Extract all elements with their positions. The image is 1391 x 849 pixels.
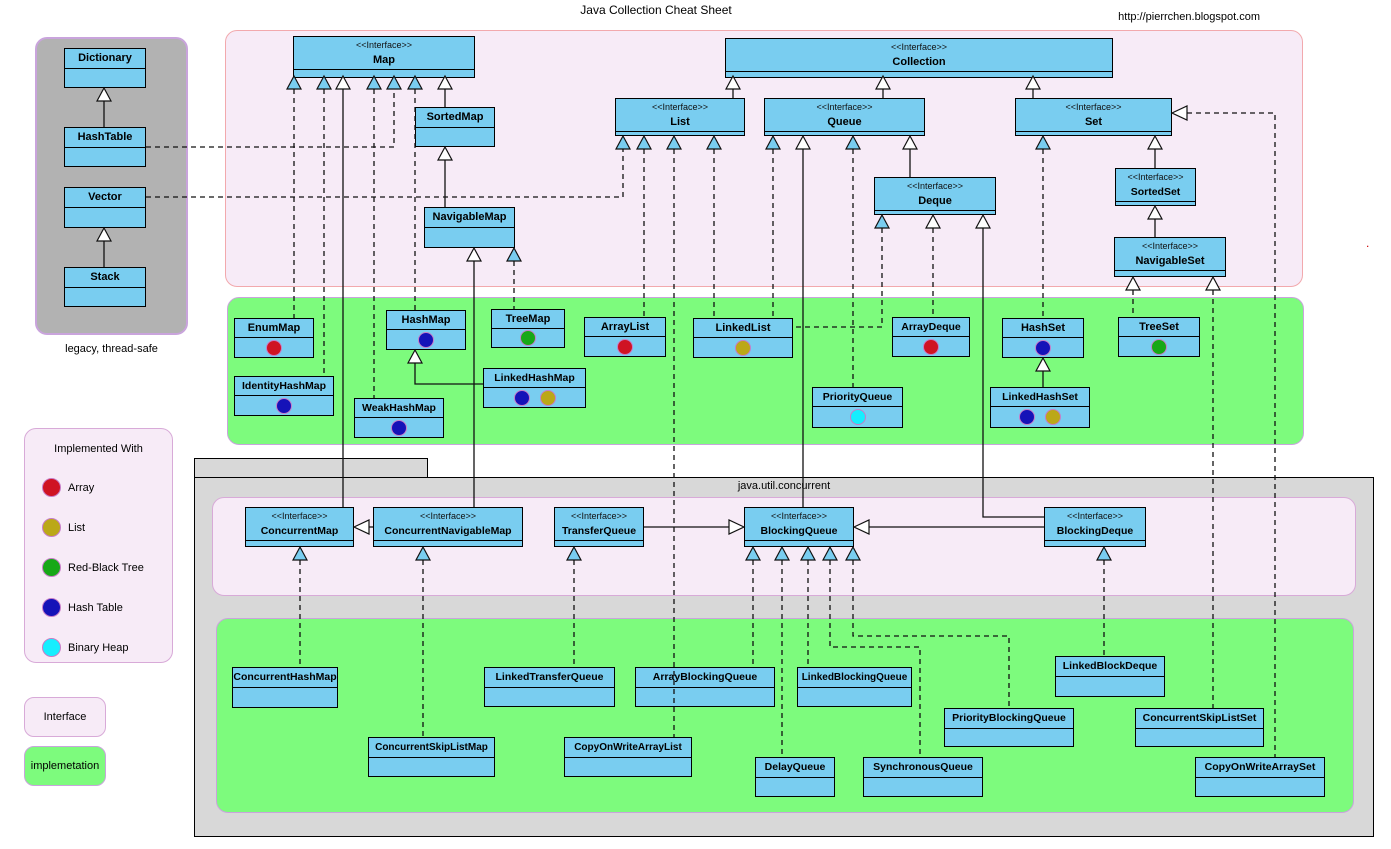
legend-label: Array — [68, 481, 95, 494]
interface-sortedset[interactable]: <<Interface>> SortedSet — [1115, 168, 1196, 206]
binary-heap-dot-icon — [849, 409, 866, 425]
stereotype-label: <<Interface>> — [1065, 102, 1122, 112]
legend-label: Red-Black Tree — [68, 561, 144, 574]
interface-list[interactable]: <<Interface>> List — [615, 98, 745, 136]
stereotype-label: <<Interface>> — [271, 511, 328, 521]
class-linkedhashset[interactable]: LinkedHashSet — [990, 387, 1090, 428]
class-copyonwritearrayset[interactable]: CopyOnWriteArraySet — [1195, 757, 1325, 797]
legend-item-hash-table: Hash Table — [42, 598, 123, 617]
class-concurrenthashmap[interactable]: ConcurrentHashMap — [232, 667, 338, 708]
hash-table-dot-icon — [513, 389, 530, 406]
class-linkedblockdeque[interactable]: LinkedBlockDeque — [1055, 656, 1165, 697]
interface-queue[interactable]: <<Interface>> Queue — [764, 98, 925, 136]
class-arrayblockingqueue[interactable]: ArrayBlockingQueue — [635, 667, 775, 707]
stereotype-label: <<Interface>> — [1066, 511, 1124, 521]
class-stack[interactable]: Stack — [64, 267, 146, 307]
red-black-tree-dot-icon — [520, 330, 536, 346]
class-linkedblockingqueue[interactable]: LinkedBlockingQueue — [797, 667, 912, 707]
red-black-tree-dot-icon — [1151, 338, 1167, 355]
hash-table-dot-icon — [42, 598, 61, 617]
class-vector[interactable]: Vector — [64, 187, 146, 228]
legend-label: Binary Heap — [68, 641, 129, 654]
stereotype-label: <<Interface>> — [570, 511, 628, 521]
hash-table-dot-icon — [418, 331, 434, 348]
class-linkedtransferqueue[interactable]: LinkedTransferQueue — [484, 667, 615, 707]
stereotype-label: <<Interface>> — [355, 40, 413, 50]
binary-heap-dot-icon — [42, 638, 61, 657]
legend-item-red-black-tree: Red-Black Tree — [42, 558, 144, 577]
class-enummap[interactable]: EnumMap — [234, 318, 314, 358]
interface-concurrentmap[interactable]: <<Interface>> ConcurrentMap — [245, 507, 354, 547]
interface-key: Interface — [24, 697, 106, 737]
implementation-key: implemetation — [24, 746, 106, 786]
interface-blockingdeque[interactable]: <<Interface>> BlockingDeque — [1044, 507, 1146, 547]
stereotype-label: <<Interface>> — [770, 511, 828, 521]
list-dot-icon — [1045, 409, 1061, 425]
class-linkedlist[interactable]: LinkedList — [693, 318, 793, 358]
class-dictionary[interactable]: Dictionary — [64, 48, 146, 88]
stray-mark: . — [1366, 236, 1370, 250]
hash-table-dot-icon — [1035, 339, 1051, 356]
class-weakhashmap[interactable]: WeakHashMap — [354, 398, 444, 438]
interface-blockingqueue[interactable]: <<Interface>> BlockingQueue — [744, 507, 854, 547]
class-copyonwritearraylist[interactable]: CopyOnWriteArrayList — [564, 737, 692, 777]
array-dot-icon — [617, 338, 633, 355]
legend-item-binary-heap: Binary Heap — [42, 638, 129, 657]
class-priorityqueue[interactable]: PriorityQueue — [812, 387, 903, 428]
legend-title: Implemented With — [54, 443, 143, 455]
list-dot-icon — [42, 518, 61, 537]
interface-navigableset[interactable]: <<Interface>> NavigableSet — [1114, 237, 1226, 277]
hash-table-dot-icon — [1019, 409, 1035, 425]
interface-collection[interactable]: <<Interface>> Collection — [725, 38, 1113, 78]
interface-set[interactable]: <<Interface>> Set — [1015, 98, 1172, 136]
class-priorityblockingqueue[interactable]: PriorityBlockingQueue — [944, 708, 1074, 747]
legend-item-list: List — [42, 518, 85, 537]
legend-label: List — [68, 521, 86, 534]
array-dot-icon — [923, 338, 939, 355]
class-synchronousqueue[interactable]: SynchronousQueue — [863, 757, 983, 797]
class-concurrentskiplistset[interactable]: ConcurrentSkipListSet — [1135, 708, 1264, 747]
blog-url[interactable]: http://pierrchen.blogspot.com — [1118, 11, 1260, 23]
class-hashmap[interactable]: HashMap — [386, 310, 466, 350]
class-hashset[interactable]: HashSet — [1002, 318, 1084, 358]
interface-transferqueue[interactable]: <<Interface>> TransferQueue — [554, 507, 644, 547]
interface-deque[interactable]: <<Interface>> Deque — [874, 177, 996, 215]
interface-map[interactable]: <<Interface>> Map — [293, 36, 475, 78]
stereotype-label: <<Interface>> — [890, 42, 948, 52]
legend-label: Hash Table — [68, 601, 123, 614]
list-dot-icon — [735, 339, 751, 356]
class-hashtable[interactable]: HashTable — [64, 127, 146, 167]
red-black-tree-dot-icon — [42, 558, 61, 577]
array-dot-icon — [266, 339, 282, 356]
class-delayqueue[interactable]: DelayQueue — [755, 757, 835, 797]
stereotype-label: <<Interface>> — [906, 181, 964, 191]
interface-sortedmap[interactable]: SortedMap — [415, 107, 495, 147]
interface-navigablemap[interactable]: NavigableMap — [424, 207, 515, 248]
hash-table-dot-icon — [276, 397, 292, 414]
hash-table-dot-icon — [391, 419, 407, 436]
array-dot-icon — [42, 478, 61, 497]
stereotype-label: <<Interface>> — [419, 511, 477, 521]
package-label: java.util.concurrent — [737, 480, 831, 492]
legacy-caption: legacy, thread-safe — [65, 343, 158, 355]
stereotype-label: <<Interface>> — [1127, 172, 1184, 182]
interface-concurrentnavigablemap[interactable]: <<Interface>> ConcurrentNavigableMap — [373, 507, 523, 547]
stereotype-label: <<Interface>> — [816, 102, 873, 112]
class-treemap[interactable]: TreeMap — [491, 309, 565, 348]
class-linkedhashmap[interactable]: LinkedHashMap — [483, 368, 586, 408]
list-dot-icon — [539, 389, 556, 406]
page-title: Java Collection Cheat Sheet — [580, 3, 732, 17]
stereotype-label: <<Interface>> — [651, 102, 709, 112]
class-concurrentskiplistmap[interactable]: ConcurrentSkipListMap — [368, 737, 495, 777]
class-treeset[interactable]: TreeSet — [1118, 317, 1200, 357]
stereotype-label: <<Interface>> — [1141, 241, 1199, 251]
legend-item-array: Array — [42, 478, 94, 497]
legend-panel — [24, 428, 173, 663]
class-arraylist[interactable]: ArrayList — [584, 317, 666, 357]
package-tab — [194, 458, 428, 478]
class-identityhashmap[interactable]: IdentityHashMap — [234, 376, 334, 416]
class-arraydeque[interactable]: ArrayDeque — [892, 317, 970, 357]
